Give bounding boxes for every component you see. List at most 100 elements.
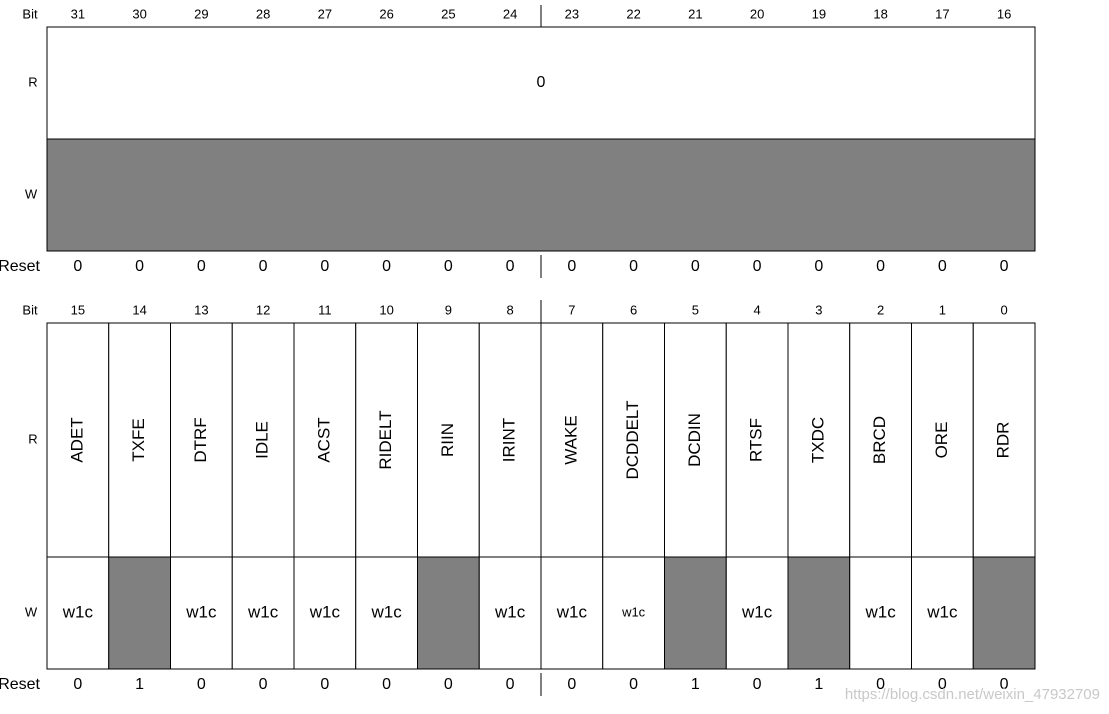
- write-access: w1c: [371, 602, 403, 621]
- reset-value: 0: [259, 258, 268, 275]
- reset-value: 0: [691, 258, 700, 275]
- write-cell: [355, 556, 418, 670]
- bit-number: 24: [503, 6, 517, 21]
- bit-number: 9: [445, 302, 452, 317]
- reset-value: 0: [629, 676, 638, 693]
- reset-value: 0: [567, 676, 576, 693]
- bit-number: 25: [441, 6, 455, 21]
- field-name: TXDC: [808, 417, 827, 463]
- write-access: w1c: [556, 602, 588, 621]
- bit-number: 16: [997, 6, 1011, 21]
- reset-value: 0: [73, 258, 82, 275]
- bit-number: 21: [688, 6, 702, 21]
- reset-value: 0: [876, 258, 885, 275]
- field-cell: [355, 322, 418, 558]
- write-access: w1c: [621, 604, 646, 619]
- write-cell: [108, 556, 171, 670]
- write-access: w1c: [309, 602, 341, 621]
- reset-value: 0: [135, 258, 144, 275]
- bit-number: 5: [692, 302, 699, 317]
- write-cell: [293, 556, 357, 670]
- reset-value: 0: [444, 258, 453, 275]
- field-cell: [664, 322, 727, 558]
- bit-number: 18: [873, 6, 887, 21]
- write-access: w1c: [247, 602, 279, 621]
- write-access: w1c: [494, 602, 526, 621]
- write-cell: [417, 556, 480, 670]
- label: Bit: [22, 302, 38, 317]
- field-name: DTRF: [191, 417, 210, 462]
- bit-number: 29: [194, 6, 208, 21]
- reset-value: 0: [1000, 676, 1009, 693]
- reset-value: 0: [444, 676, 453, 693]
- bit-number: 15: [71, 302, 85, 317]
- write-cell: [725, 556, 789, 670]
- field-name: DCDDELT: [623, 400, 642, 479]
- reset-value: 0: [197, 676, 206, 693]
- reset-value: 0: [506, 676, 515, 693]
- reset-value: 0: [73, 676, 82, 693]
- field-cell: [170, 322, 233, 558]
- write-cell: [46, 556, 110, 670]
- label: W: [25, 604, 38, 619]
- field-name: BRCD: [870, 416, 889, 464]
- label: Reset: [0, 258, 41, 275]
- field-name: RDR: [994, 422, 1013, 459]
- bit-number: 7: [568, 302, 575, 317]
- reset-value: 0: [629, 258, 638, 275]
- write-cell: [787, 556, 851, 670]
- write-cell: [664, 556, 727, 670]
- bit-number: 17: [935, 6, 949, 21]
- field-name: RTSF: [747, 418, 766, 462]
- bit-number: 4: [754, 302, 761, 317]
- write-cell: [849, 556, 912, 670]
- bit-number: 28: [256, 6, 270, 21]
- reset-value: 0: [938, 258, 947, 275]
- bit-number: 14: [132, 302, 146, 317]
- reset-value: 0: [814, 258, 823, 275]
- bit-number: 0: [1001, 302, 1008, 317]
- bit-number: 2: [877, 302, 884, 317]
- field-name: WAKE: [561, 415, 580, 464]
- reset-value: 0: [506, 258, 515, 275]
- bit-number: 8: [507, 302, 514, 317]
- write-access: w1c: [185, 602, 217, 621]
- write-cell: [170, 556, 233, 670]
- field-cell: [108, 322, 171, 558]
- field-cell: [478, 322, 542, 558]
- bit-number: 12: [256, 302, 270, 317]
- bit-number: 1: [939, 302, 946, 317]
- reset-value: 0: [938, 676, 947, 693]
- bit-number: 6: [630, 302, 637, 317]
- field-name: ADET: [67, 417, 86, 462]
- reset-value: 1: [814, 676, 823, 693]
- label: R: [28, 431, 37, 446]
- field-name: ORE: [932, 422, 951, 459]
- field-cell: [972, 322, 1036, 558]
- bit-number: 22: [626, 6, 640, 21]
- bit-number: 26: [379, 6, 393, 21]
- bit-number: 11: [318, 302, 332, 317]
- bit-number: 13: [194, 302, 208, 317]
- bit-number: 20: [750, 6, 764, 21]
- write-cell: [911, 556, 974, 670]
- label: W: [25, 186, 38, 201]
- bit-number: 23: [565, 6, 579, 21]
- reset-value: 0: [567, 258, 576, 275]
- write-cell: [602, 556, 665, 670]
- label: R: [28, 74, 37, 89]
- reset-value: 0: [382, 258, 391, 275]
- reset-value: 0: [753, 258, 762, 275]
- reset-value: 1: [691, 676, 700, 693]
- field-cell: [849, 322, 912, 558]
- bit-number: 3: [815, 302, 822, 317]
- bit-number: 10: [379, 302, 393, 317]
- reset-value: 0: [320, 676, 329, 693]
- write-access: w1c: [926, 602, 958, 621]
- reset-value: 0: [197, 258, 206, 275]
- field-cell: [787, 322, 851, 558]
- write-area-reserved: [46, 138, 1036, 252]
- field-name: ACST: [314, 417, 333, 462]
- label: Bit: [22, 6, 38, 21]
